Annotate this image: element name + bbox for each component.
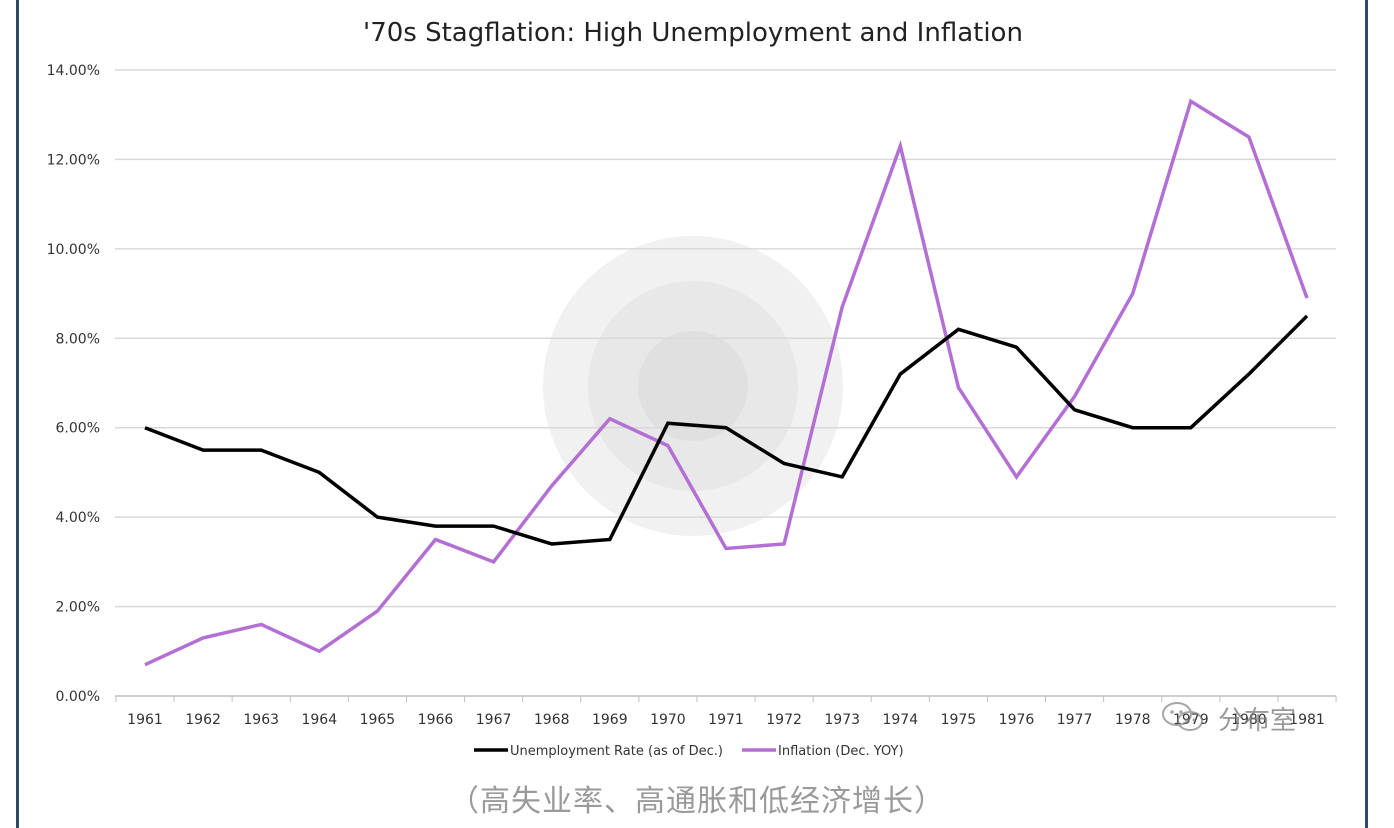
y-tick-label: 4.00% (56, 510, 100, 526)
x-tick-label: 1964 (301, 712, 337, 728)
x-tick-label: 1968 (534, 712, 570, 728)
x-tick-label: 1961 (127, 712, 163, 728)
chart-caption: （高失业率、高通胀和低经济增长） (449, 784, 945, 819)
globe-watermark (543, 236, 843, 536)
chart-legend: Unemployment Rate (as of Dec.) Inflation … (474, 744, 904, 759)
x-tick-label: 1967 (476, 712, 512, 728)
x-tick-label: 1963 (243, 712, 279, 728)
x-tick-label: 1969 (592, 712, 628, 728)
x-tick-label: 1970 (650, 712, 686, 728)
y-tick-label: 6.00% (56, 421, 100, 437)
y-tick-label: 12.00% (47, 152, 100, 168)
x-tick-label: 1976 (999, 712, 1035, 728)
x-tick-label: 1965 (360, 712, 396, 728)
legend-label-unemployment: Unemployment Rate (as of Dec.) (510, 744, 723, 759)
y-tick-label: 0.00% (56, 689, 100, 705)
y-tick-label: 2.00% (56, 600, 100, 616)
x-tick-label: 1975 (941, 712, 977, 728)
x-tick-label: 1973 (824, 712, 860, 728)
x-tick-label: 1971 (708, 712, 744, 728)
watermark-label: 分布室 (1218, 706, 1297, 736)
x-tick-label: 1962 (185, 712, 221, 728)
x-tick-label: 1980 (1231, 712, 1267, 728)
y-tick-label: 10.00% (47, 242, 100, 258)
x-tick-label: 1966 (418, 712, 454, 728)
y-tick-label: 8.00% (56, 331, 100, 347)
x-tick-label: 1974 (882, 712, 918, 728)
x-tick-label: 1972 (766, 712, 802, 728)
x-tick-label: 1977 (1057, 712, 1093, 728)
chart-title: '70s Stagflation: High Unemployment and … (363, 18, 1023, 48)
x-tick-label: 1981 (1289, 712, 1325, 728)
legend-label-inflation: Inflation (Dec. YOY) (778, 744, 904, 759)
wechat-icon (1162, 702, 1203, 731)
x-tick-label: 1978 (1115, 712, 1151, 728)
y-tick-label: 14.00% (47, 63, 100, 79)
